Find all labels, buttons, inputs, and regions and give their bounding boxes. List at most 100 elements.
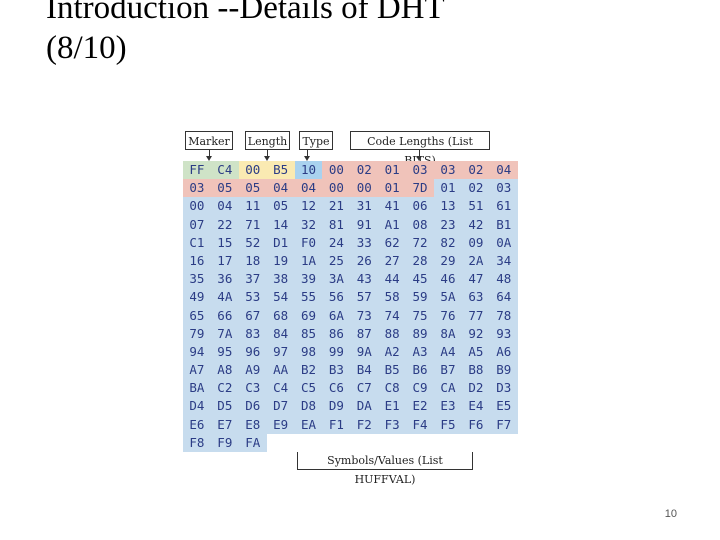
hex-byte: B5	[266, 161, 295, 180]
hex-byte: C3	[238, 379, 267, 398]
hex-byte: F0	[294, 233, 323, 252]
hex-byte: 33	[350, 233, 379, 252]
hex-byte: AA	[266, 361, 295, 380]
hex-row: 65 66 67 68 69 6A 73 74 75 76 77 78	[183, 306, 518, 325]
hex-byte: 72	[406, 233, 435, 252]
hex-byte: 53	[238, 288, 267, 307]
hex-byte: 16	[183, 251, 211, 271]
hex-byte: E1	[378, 397, 407, 416]
hex-byte: 44	[378, 270, 407, 289]
hex-byte: 21	[322, 197, 351, 216]
hex-byte: 04	[489, 161, 518, 180]
hex-byte: A3	[406, 342, 435, 362]
hex-byte: 05	[210, 179, 239, 198]
hex-byte: DA	[350, 397, 379, 416]
symbols-values-label: Symbols/Values (List HUFFVAL)	[297, 450, 473, 486]
hex-byte: 49	[183, 288, 211, 307]
hex-byte: C4	[210, 161, 239, 180]
hex-byte: D9	[322, 397, 351, 416]
hex-byte: 94	[183, 342, 211, 362]
type-arrow-icon	[304, 150, 310, 161]
hex-byte: 02	[350, 161, 379, 180]
hex-byte: 73	[350, 306, 379, 325]
hex-byte: B1	[489, 215, 518, 234]
hex-byte: F3	[378, 415, 407, 434]
hex-row: 00 04 11 05 12 21 31 41 06 13 51 61	[183, 197, 518, 216]
hex-byte: 43	[350, 270, 379, 289]
hex-byte: A2	[378, 342, 407, 362]
hex-byte: 78	[489, 306, 518, 325]
hex-byte: 36	[210, 270, 239, 289]
hex-byte: 87	[350, 324, 379, 343]
hex-byte: E2	[406, 397, 435, 416]
hex-row: 03 05 05 04 04 00 00 01 7D 01 02 03	[183, 179, 518, 198]
hex-byte: 28	[406, 251, 435, 271]
hex-byte: A7	[183, 361, 211, 380]
hex-byte: F2	[350, 415, 379, 434]
hex-byte: 86	[322, 324, 351, 343]
hex-byte: 58	[378, 288, 407, 307]
hex-byte: D7	[266, 397, 295, 416]
hex-byte: 1A	[294, 251, 323, 271]
hex-byte: F7	[489, 415, 518, 434]
hex-byte: 2A	[461, 251, 490, 271]
hex-byte: 06	[406, 197, 435, 216]
hex-byte: 17	[210, 251, 239, 271]
hex-byte: 64	[489, 288, 518, 307]
hex-byte: 23	[434, 215, 462, 234]
slide-title-line1: Introduction --Details of DHT	[46, 0, 445, 26]
code-lengths-label: Code Lengths (List BITS)	[350, 131, 490, 167]
hex-byte: C7	[350, 379, 379, 398]
hex-byte: 5A	[434, 288, 462, 307]
hex-row: A7 A8 A9 AA B2 B3 B4 B5 B6 B7 B8 B9	[183, 361, 518, 380]
hex-byte: 19	[266, 251, 295, 271]
hex-byte: E4	[461, 397, 490, 416]
hex-byte: 67	[238, 306, 267, 325]
hex-byte: B5	[378, 361, 407, 380]
hex-byte: 97	[266, 342, 295, 362]
slide-title: Introduction --Details of DHT (8/10)	[46, 0, 706, 68]
hex-byte: 79	[183, 324, 211, 343]
hex-byte: 22	[210, 215, 239, 234]
hex-byte: 57	[350, 288, 379, 307]
hex-byte: 84	[266, 324, 295, 343]
dht-hex-dump: FF C4 00 B5 10 00 02 01 03 03 02 04 03 05 05 04 04 00 00 01…	[183, 161, 518, 452]
hex-row: BA C2 C3 C4 C5 C6 C7 C8 C9 CA D2 D3	[183, 379, 518, 398]
hex-byte: D6	[238, 397, 267, 416]
hex-byte: B3	[322, 361, 351, 380]
hex-byte: 12	[294, 197, 323, 216]
hex-byte: F6	[461, 415, 490, 434]
hex-row: 16 17 18 19 1A 25 26 27 28 29 2A 34	[183, 251, 518, 271]
marker-label: Marker	[185, 131, 233, 150]
hex-byte: C2	[210, 379, 239, 398]
hex-byte: 52	[238, 233, 267, 252]
length-arrow-icon	[264, 150, 270, 161]
hex-byte: 10	[294, 161, 323, 180]
hex-row: E6 E7 E8 E9 EA F1 F2 F3 F4 F5 F6 F7	[183, 415, 518, 434]
hex-byte: 41	[378, 197, 407, 216]
hex-byte: FF	[183, 161, 211, 180]
hex-byte: 88	[378, 324, 407, 343]
hex-byte: 15	[210, 233, 239, 252]
hex-byte: 61	[489, 197, 518, 216]
hex-byte: 68	[266, 306, 295, 325]
hex-byte: 26	[350, 251, 379, 271]
hex-byte: A9	[238, 361, 267, 380]
type-label: Type	[299, 131, 333, 150]
hex-byte: 65	[183, 306, 211, 325]
hex-byte: 85	[294, 324, 323, 343]
hex-row: FF C4 00 B5 10 00 02 01 03 03 02 04	[183, 161, 518, 180]
hex-byte: 62	[378, 233, 407, 252]
hex-byte: 95	[210, 342, 239, 362]
hex-byte: A1	[378, 215, 407, 234]
hex-byte: F4	[406, 415, 435, 434]
hex-byte: 71	[238, 215, 267, 234]
hex-byte: 03	[183, 179, 211, 198]
hex-byte: 27	[378, 251, 407, 271]
hex-byte: FA	[238, 433, 267, 452]
hex-byte: F1	[322, 415, 351, 434]
hex-byte: 42	[461, 215, 490, 234]
hex-byte: CA	[434, 379, 462, 398]
hex-byte: E6	[183, 415, 211, 434]
hex-byte: 74	[378, 306, 407, 325]
